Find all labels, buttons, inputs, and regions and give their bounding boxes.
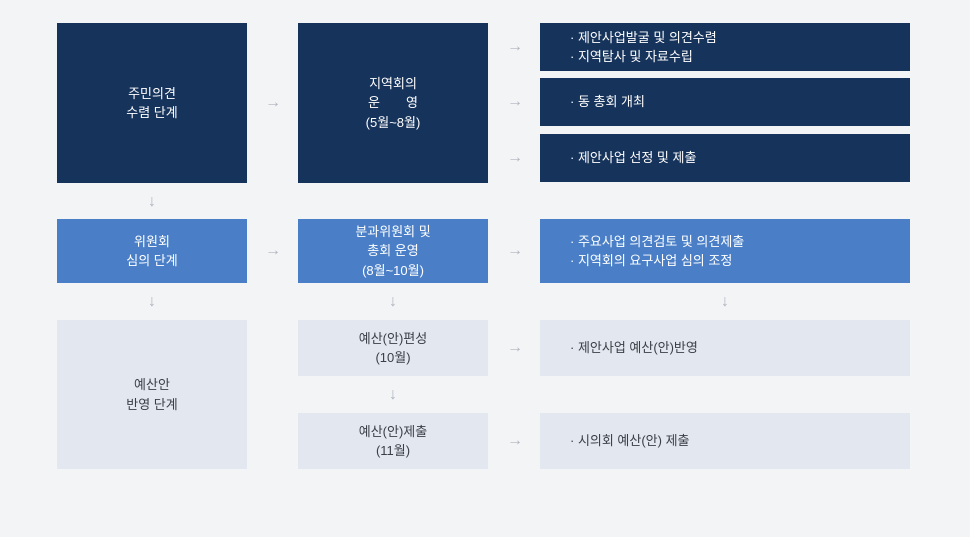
stage1-mid: 지역회의운 영(5월~8월) xyxy=(298,23,488,183)
text-line: 분과위원회 및 xyxy=(355,222,430,242)
text-line: 수렴 단계 xyxy=(126,103,177,123)
arrow-right-icon: → xyxy=(502,340,528,356)
text-line: 예산(안)제출 xyxy=(359,422,427,442)
arrow-right-icon: → xyxy=(502,433,528,449)
text-line: 총회 운영 xyxy=(367,241,418,261)
text-line: 심의 단계 xyxy=(126,251,177,271)
stage2-left: 위원회심의 단계 xyxy=(57,219,247,283)
text-line: (8월~10월) xyxy=(362,261,424,281)
stage3-right-b: · 시의회 예산(안) 제출 xyxy=(540,413,910,469)
text-line: 반영 단계 xyxy=(126,395,177,415)
arrow-down-icon: ↓ xyxy=(385,385,401,405)
arrow-down-icon: ↓ xyxy=(717,292,733,312)
text-line: 위원회 xyxy=(134,232,170,252)
text-line: · 제안사업 예산(안)반영 xyxy=(570,338,698,358)
arrow-down-icon: ↓ xyxy=(144,192,160,212)
text-line: · 동 총회 개최 xyxy=(570,92,645,112)
text-line: 운 영 xyxy=(368,93,418,113)
text-line: 주민의견 xyxy=(128,84,176,104)
text-line: · 주요사업 의견검토 및 의견제출 xyxy=(570,232,744,252)
stage2-right: · 주요사업 의견검토 및 의견제출· 지역회의 요구사업 심의 조정 xyxy=(540,219,910,283)
stage3-mid-a: 예산(안)편성(10월) xyxy=(298,320,488,376)
text-line: (11월) xyxy=(376,441,410,461)
text-line: (5월~8월) xyxy=(366,113,421,133)
stage1-right-b: · 동 총회 개최 xyxy=(540,78,910,126)
text-line: · 제안사업 선정 및 제출 xyxy=(570,148,696,168)
arrow-right-icon: → xyxy=(260,95,286,111)
stage1-right-c: · 제안사업 선정 및 제출 xyxy=(540,134,910,182)
text-line: · 시의회 예산(안) 제출 xyxy=(570,431,690,451)
stage2-mid: 분과위원회 및총회 운영(8월~10월) xyxy=(298,219,488,283)
arrow-right-icon: → xyxy=(502,39,528,55)
arrow-down-icon: ↓ xyxy=(144,292,160,312)
arrow-right-icon: → xyxy=(502,243,528,259)
stage3-right-a: · 제안사업 예산(안)반영 xyxy=(540,320,910,376)
arrow-right-icon: → xyxy=(260,243,286,259)
text-line: 예산안 xyxy=(134,375,170,395)
arrow-down-icon: ↓ xyxy=(385,292,401,312)
text-line: 지역회의 xyxy=(369,74,417,94)
text-line: · 지역회의 요구사업 심의 조정 xyxy=(570,251,732,271)
text-line: · 제안사업발굴 및 의견수렴 xyxy=(570,28,717,48)
stage1-left: 주민의견수렴 단계 xyxy=(57,23,247,183)
stage3-mid-b: 예산(안)제출(11월) xyxy=(298,413,488,469)
text-line: · 지역탐사 및 자료수립 xyxy=(570,47,693,67)
stage3-left: 예산안반영 단계 xyxy=(57,320,247,469)
arrow-right-icon: → xyxy=(502,94,528,110)
text-line: 예산(안)편성 xyxy=(359,329,427,349)
text-line: (10월) xyxy=(375,348,410,368)
stage1-right-a: · 제안사업발굴 및 의견수렴· 지역탐사 및 자료수립 xyxy=(540,23,910,71)
arrow-right-icon: → xyxy=(502,150,528,166)
